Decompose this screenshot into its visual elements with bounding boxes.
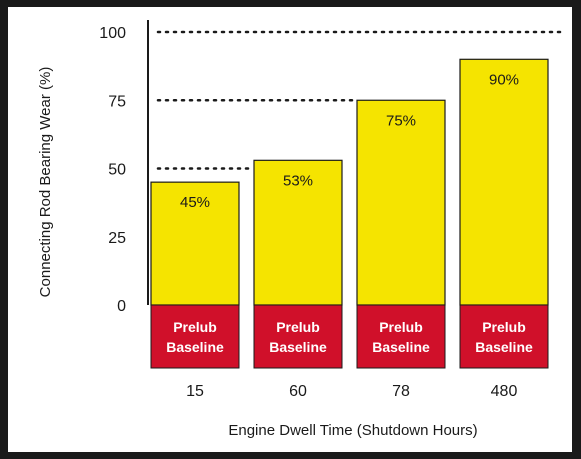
value-labels: 45% 53% 75% 90% (180, 71, 519, 211)
baseline-label-line2: Baseline (269, 339, 327, 355)
x-axis-title: Engine Dwell Time (Shutdown Hours) (228, 422, 477, 439)
x-tick-label: 15 (186, 383, 204, 400)
value-label: 45% (180, 194, 210, 211)
y-tick-label: 75 (108, 93, 126, 110)
baseline-block (356, 304, 446, 369)
baseline-label-line1: Prelub (482, 319, 526, 335)
value-label: 75% (386, 112, 416, 129)
baseline-block (253, 304, 343, 369)
y-axis-title: Connecting Rod Bearing Wear (%) (37, 67, 54, 298)
baseline-blocks: Prelub Baseline Prelub Baseline Prelub Baseli… (150, 304, 549, 369)
baseline-label-line1: Prelub (173, 319, 217, 335)
baseline-label-line1: Prelub (276, 319, 320, 335)
value-label: 53% (283, 172, 313, 189)
y-tick-labels: 100 75 50 25 0 (99, 25, 126, 315)
y-tick-label: 25 (108, 230, 126, 247)
baseline-label-line2: Baseline (475, 339, 533, 355)
baseline-label-line2: Baseline (166, 339, 224, 355)
baseline-block (459, 304, 549, 369)
chart-panel: Connecting Rod Bearing Wear (%) Engine D… (8, 7, 572, 452)
baseline-label-line2: Baseline (372, 339, 430, 355)
baseline-label-line1: Prelub (379, 319, 423, 335)
y-tick-label: 0 (117, 298, 126, 315)
reference-lines (156, 30, 566, 170)
y-tick-label: 50 (108, 162, 126, 179)
bar-chart: Connecting Rod Bearing Wear (%) Engine D… (37, 20, 566, 439)
bar (150, 181, 240, 306)
bar (356, 99, 446, 306)
x-tick-labels: 15 60 78 480 (186, 383, 517, 400)
value-label: 90% (489, 71, 519, 88)
y-tick-label: 100 (99, 25, 126, 42)
bars (150, 58, 549, 306)
baseline-block (150, 304, 240, 369)
x-tick-label: 78 (392, 383, 410, 400)
x-tick-label: 480 (491, 383, 518, 400)
bar (459, 58, 549, 306)
bar (253, 159, 343, 306)
x-tick-label: 60 (289, 383, 307, 400)
